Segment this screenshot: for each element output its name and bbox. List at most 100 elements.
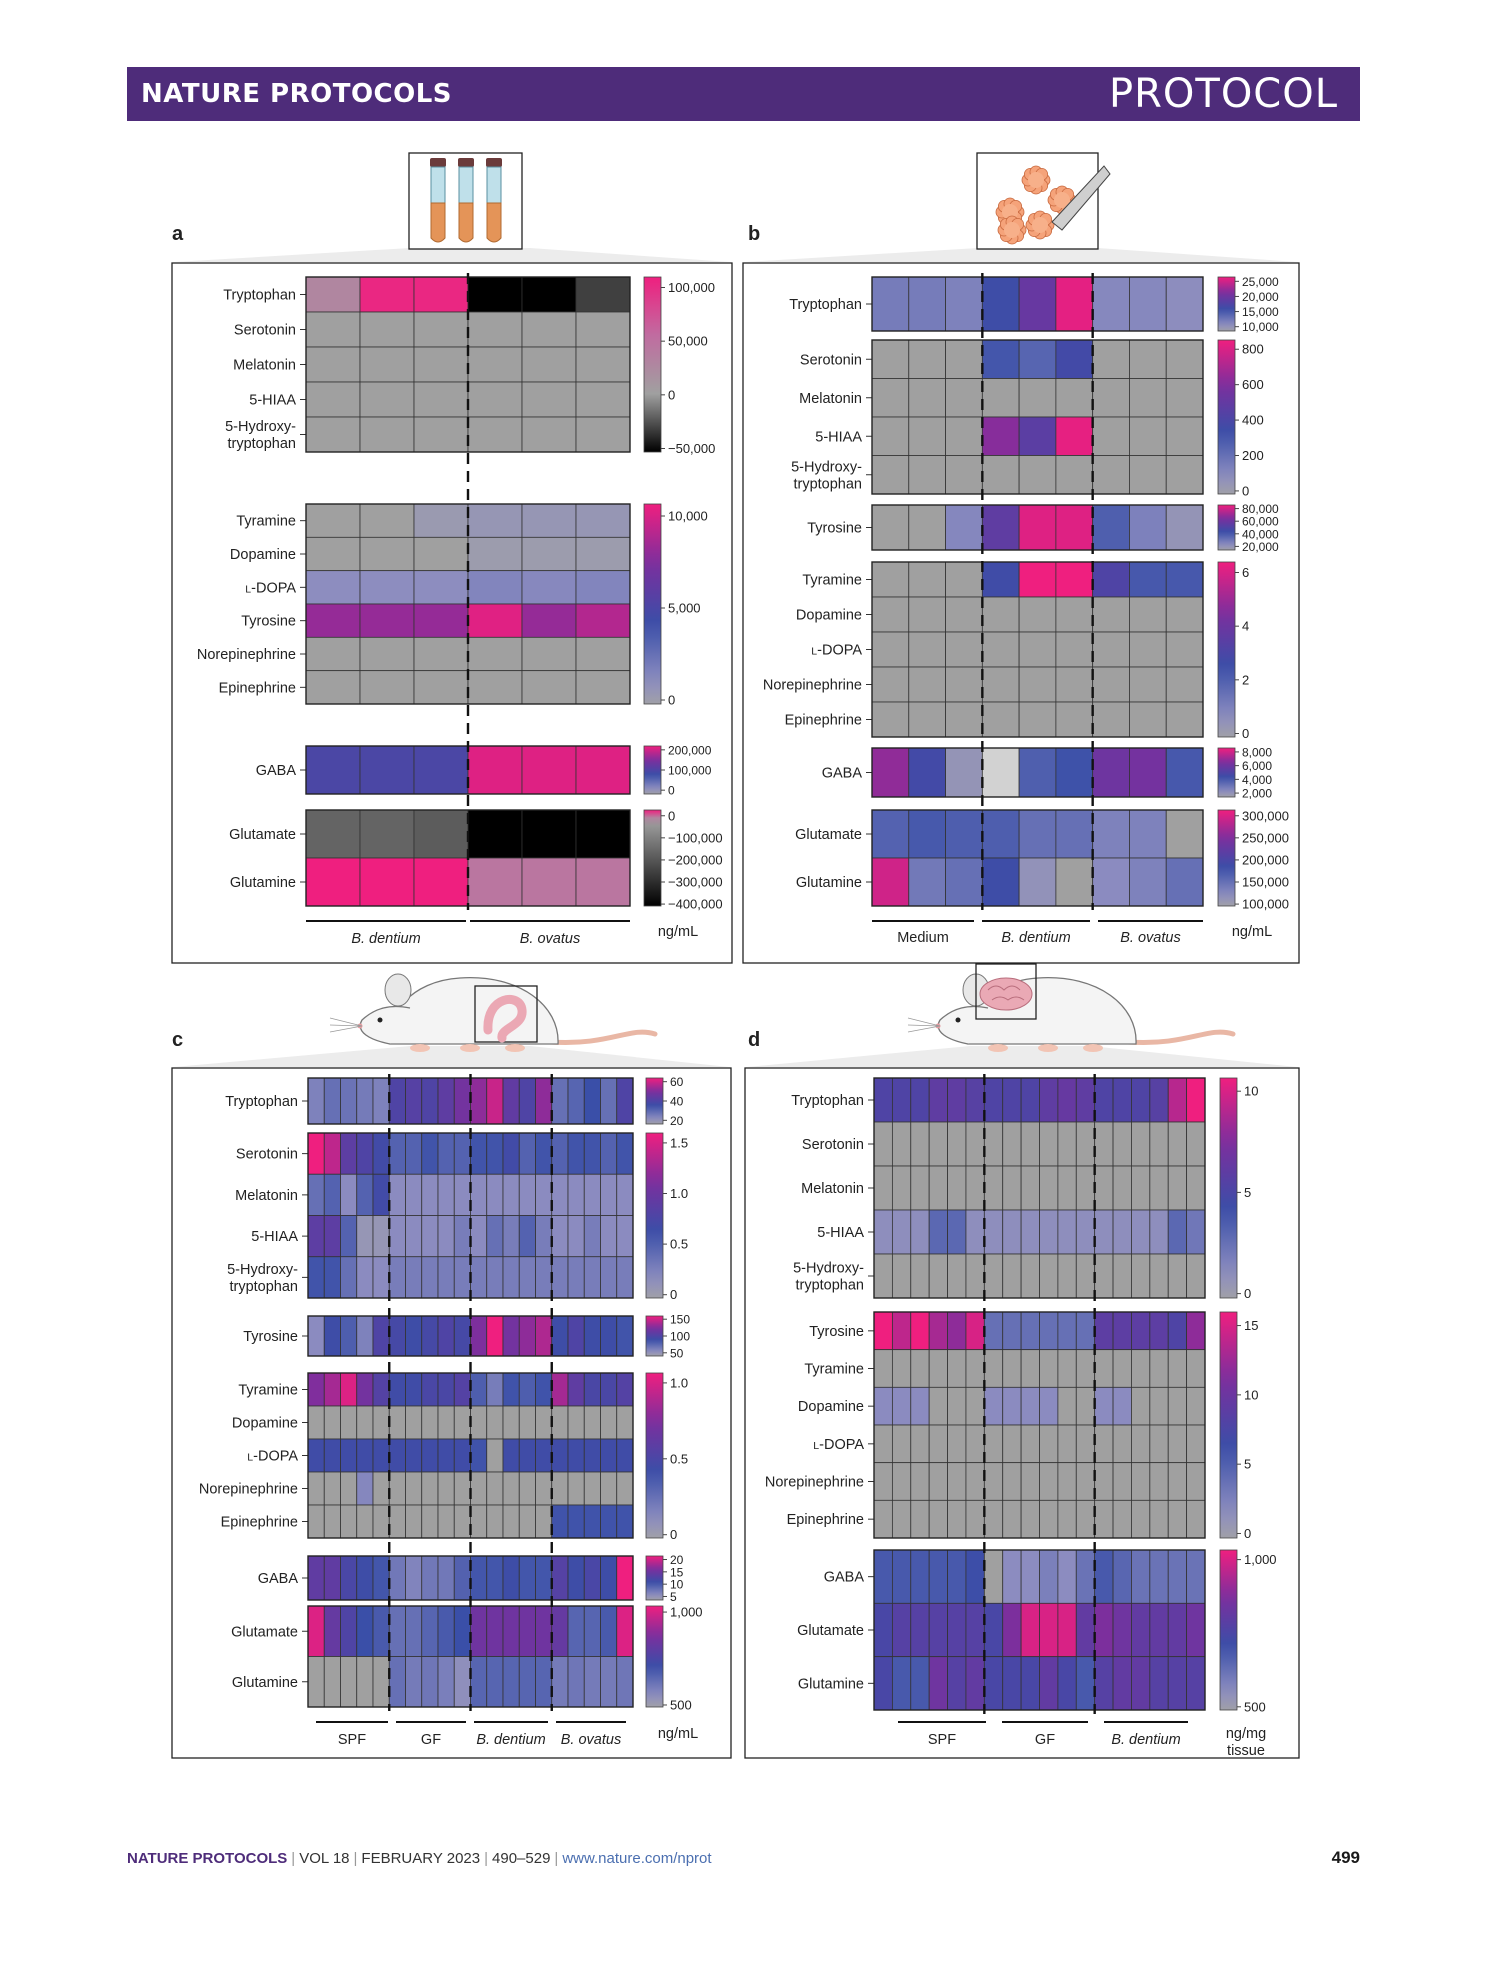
heatmap-cell [307, 1555, 325, 1601]
heatmap-cell [340, 1315, 358, 1357]
heatmap-cell [1020, 1209, 1040, 1255]
row-label: L-DOPA [811, 643, 862, 659]
heatmap-cell [1057, 1121, 1077, 1167]
heatmap-cell [1018, 666, 1057, 703]
colorbar-tick-label: 5 [670, 1590, 677, 1604]
heatmap-cell [551, 1215, 569, 1258]
mouse-intestine-icon [329, 973, 658, 1052]
heatmap-cell [908, 747, 946, 798]
heatmap-cell [1149, 1549, 1169, 1604]
pipette [1051, 165, 1111, 231]
heatmap-cell [340, 1077, 358, 1125]
heatmap-cell [1075, 1602, 1096, 1658]
heatmap-cell [340, 1471, 358, 1506]
heatmap-cell [1165, 561, 1204, 598]
heatmap-cell [945, 276, 983, 332]
heatmap-cell [1092, 339, 1130, 379]
panel-label-a: a [172, 223, 184, 245]
heatmap-cell [453, 1656, 471, 1708]
heatmap-cell [1018, 701, 1057, 738]
heatmap-cell [305, 346, 361, 383]
heatmap-cell [1020, 1253, 1040, 1299]
heatmap-cell [388, 1077, 406, 1125]
heatmap-cell [981, 809, 1020, 859]
heatmap-cell [981, 747, 1020, 798]
heatmap-cell [583, 1077, 601, 1125]
heatmap-cell [518, 1256, 536, 1299]
heatmap-cell [1018, 857, 1057, 907]
heatmap-cell [1149, 1311, 1169, 1351]
colorbar-tick-label: 0 [670, 1287, 677, 1302]
colorbar-tick-label: 100,000 [1242, 897, 1289, 912]
block-border [873, 1077, 1206, 1299]
heatmap-cell [421, 1132, 439, 1175]
row-label: Glutamate [797, 1623, 864, 1639]
heatmap-cell [372, 1173, 390, 1216]
heatmap-cell [518, 1555, 536, 1601]
heatmap-cell [1039, 1656, 1059, 1711]
heatmap-cell [323, 1077, 341, 1125]
block-border [871, 809, 1204, 907]
heatmap-cell [567, 1256, 585, 1299]
heatmap-cell [1149, 1165, 1169, 1211]
heatmap-cell [583, 1405, 601, 1440]
group-label: B. ovatus [561, 1732, 621, 1748]
row-label: Tyramine [238, 1383, 298, 1399]
heatmap-cell [437, 1405, 455, 1440]
heatmap-cell [359, 381, 415, 418]
heatmap-cell [965, 1165, 985, 1211]
page-footer: NATURE PROTOCOLS | VOL 18 | FEBRUARY 2023 | 49… [127, 1850, 712, 1867]
heatmap-cell [340, 1605, 358, 1657]
heatmap-cell [575, 857, 631, 907]
row-label: Tyramine [804, 1362, 864, 1378]
colorbar-tick-label: 500 [670, 1697, 692, 1712]
colorbar-tick-label: 25,000 [1242, 275, 1279, 289]
heatmap-cell [1039, 1499, 1059, 1539]
heatmap-cell [1112, 1349, 1132, 1388]
panel-label-d: d [748, 1029, 760, 1051]
heatmap-cell [467, 536, 523, 572]
heatmap-cell [575, 346, 631, 383]
heatmap-cell [388, 1555, 406, 1601]
heatmap-cell [947, 1077, 967, 1123]
heatmap-cell [1039, 1121, 1059, 1167]
heatmap-cell [421, 1077, 439, 1125]
heatmap-cell [388, 1173, 406, 1216]
bacterium-center [1054, 192, 1070, 208]
heatmap-cell [1002, 1077, 1022, 1123]
footer-url[interactable]: www.nature.com/nprot [562, 1850, 712, 1867]
heatmap-cell [421, 1173, 439, 1216]
heatmap-cell [1075, 1462, 1096, 1501]
heatmap-cell [356, 1256, 374, 1299]
heatmap-cell [600, 1132, 618, 1175]
heatmap-cell [1057, 1386, 1077, 1426]
zoom-wedge [174, 248, 730, 262]
panel-frame [742, 262, 1300, 964]
heatmap-cell [437, 1372, 455, 1407]
colorbar-tick-label: 0 [1242, 483, 1249, 498]
heatmap-cell [486, 1132, 504, 1175]
heatmap-cell [1002, 1165, 1022, 1211]
heatmap-cell [567, 1438, 585, 1473]
colorbar-tick-label: 1,000 [670, 1605, 703, 1620]
row-label: Tyrosine [809, 1324, 864, 1340]
heatmap-cell [372, 1656, 390, 1708]
heatmap-cell [1039, 1462, 1059, 1501]
heatmap-cell [1002, 1349, 1022, 1388]
heatmap-cell [1165, 809, 1204, 859]
heatmap-cell [945, 416, 983, 456]
row-label: 5-Hydroxy- [793, 1261, 864, 1277]
colorbar-tick-label: −400,000 [668, 897, 723, 912]
heatmap-cell [356, 1555, 374, 1601]
heatmap-cell [421, 1372, 439, 1407]
heatmap-cell [1094, 1462, 1114, 1501]
heatmap-cell [437, 1656, 455, 1708]
heatmap-cell [1057, 1549, 1077, 1604]
heatmap-cell [567, 1405, 585, 1440]
colorbar-tick-label: 0.5 [670, 1451, 688, 1466]
heatmap-cell [891, 1253, 912, 1299]
heatmap-cell [1020, 1386, 1040, 1426]
heatmap-cell [372, 1215, 390, 1258]
heatmap-cell [910, 1121, 930, 1167]
